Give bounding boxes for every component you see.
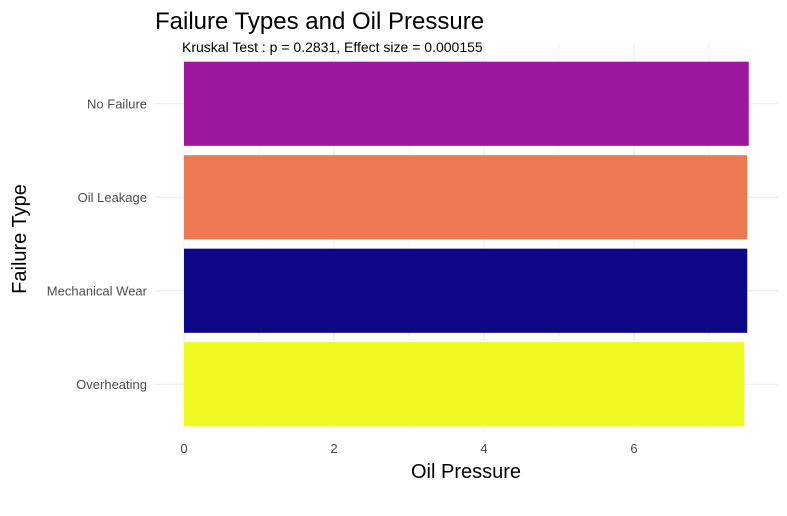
y-tick-label: Oil Leakage [78, 190, 147, 205]
bar-overheating [184, 342, 745, 427]
y-tick-label: Mechanical Wear [47, 283, 148, 298]
bar-mechanical-wear [184, 248, 748, 333]
bar-oil-leakage [184, 155, 748, 240]
chart-title: Failure Types and Oil Pressure [155, 8, 484, 35]
chart-subtitle: Kruskal Test : p = 0.2831, Effect size =… [182, 39, 483, 55]
bar-no-failure [184, 61, 749, 146]
x-tick-label: 2 [330, 441, 337, 456]
y-axis-title: Failure Type [9, 184, 31, 294]
y-tick-label: Overheating [76, 377, 147, 392]
y-tick-label: No Failure [87, 96, 147, 111]
x-tick-label: 6 [630, 441, 637, 456]
bars [184, 61, 749, 427]
x-axis-title: Oil Pressure [411, 461, 521, 483]
x-tick-label: 4 [480, 441, 487, 456]
x-tick-labels: 0 2 4 6 [180, 441, 637, 456]
y-tick-labels: No Failure Oil Leakage Mechanical Wear Over… [47, 96, 148, 392]
x-tick-label: 0 [180, 441, 187, 456]
